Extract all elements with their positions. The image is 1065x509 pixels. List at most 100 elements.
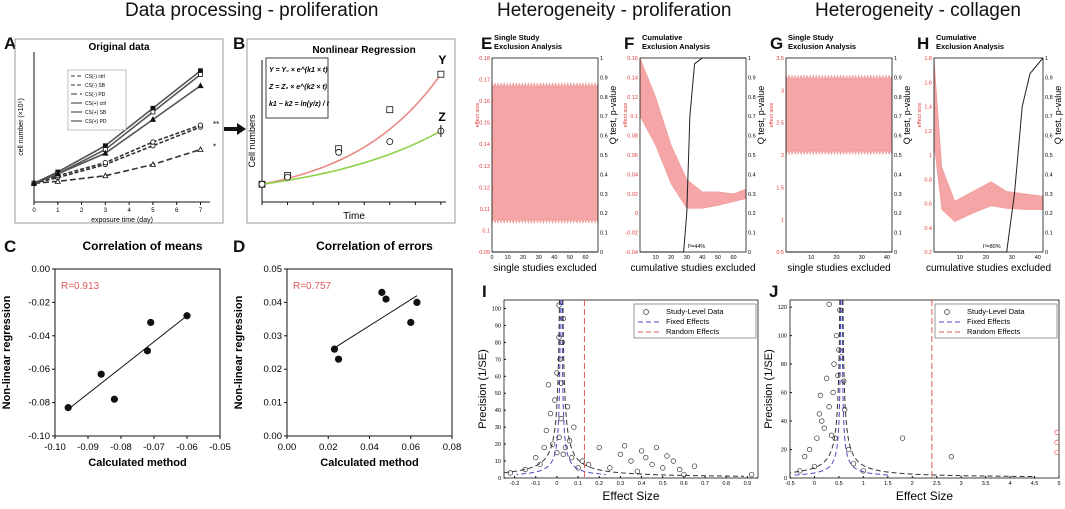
data-point [557, 356, 563, 362]
x-tick-label: -0.08 [110, 442, 132, 453]
x-axis-label: Effect Size [896, 489, 953, 503]
chart-title: Exclusion Analysis [936, 42, 1004, 51]
confidence-funnel [789, 299, 841, 477]
y-tick-label-left: 0.11 [480, 207, 490, 213]
panel-letter-i: I [482, 282, 487, 301]
significance-annotation: * [213, 143, 216, 152]
y-axis-label-right: Q test, p-value [608, 86, 618, 145]
data-point [149, 161, 157, 167]
y-tick-label-right: 0.9 [748, 75, 756, 81]
confidence-band [491, 82, 599, 225]
y-axis-label-right: Q test, p-value [902, 86, 912, 145]
y-tick-label-right: 0.4 [600, 172, 608, 178]
chart-title: Single Study [788, 33, 834, 42]
x-tick-label: -0.1 [531, 481, 540, 487]
y-tick-label: 60 [781, 391, 787, 397]
plot-frame [503, 299, 759, 479]
y-tick-label-right: 0 [600, 250, 603, 256]
x-tick-label: 4 [127, 208, 131, 214]
legend-swatch [643, 309, 649, 315]
x-tick-label: 20 [668, 255, 674, 261]
y-tick-label-left: 1.4 [924, 105, 932, 111]
y-tick-label-right: 0.7 [894, 114, 902, 120]
y-tick-label-left: 0.09 [479, 250, 490, 256]
y-tick-label-right: 0.2 [600, 211, 608, 217]
y-tick-label-right: 0.8 [748, 95, 756, 101]
x-tick-label: 10 [808, 255, 814, 261]
data-point [649, 461, 655, 468]
data-point [541, 444, 547, 451]
x-tick-label: 0 [32, 208, 36, 214]
y-tick-label-left: 3 [781, 88, 784, 94]
y-tick-label-right: 0.6 [894, 134, 902, 140]
x-tick-label: 10 [653, 255, 659, 261]
data-point [149, 116, 157, 122]
legend-entry: CS(+) ctrl [85, 101, 106, 107]
x-tick-label: 0 [490, 255, 493, 261]
chart-title: Cumulative [642, 33, 682, 42]
data-point [802, 453, 808, 460]
y-tick-label-left: 0.02 [627, 192, 638, 198]
x-tick-label: 20 [520, 255, 526, 261]
panel-letter-d: D [233, 237, 246, 256]
data-point [507, 470, 513, 476]
series-line [33, 148, 201, 185]
equation: Y = Y₀ × e^(k1 × t) [269, 66, 328, 74]
chart-title: Exclusion Analysis [494, 42, 562, 51]
x-tick-label: 40 [551, 255, 557, 261]
y-tick-label-left: 3.5 [776, 56, 784, 62]
data-point [183, 312, 191, 320]
data-point [860, 468, 867, 474]
x-tick-label: 20 [833, 255, 839, 261]
panel-letter-j: J [769, 282, 779, 301]
data-point [579, 458, 585, 464]
data-point [560, 451, 566, 457]
y-tick-label-right: 1 [600, 56, 603, 62]
y-tick-label-right: 0.6 [748, 134, 756, 140]
confidence-funnel [562, 299, 745, 477]
data-point [564, 404, 571, 410]
fit-line [67, 315, 188, 410]
x-tick-label: 2 [911, 481, 914, 487]
y-axis-label-right: Q test, p-value [756, 86, 766, 145]
y-tick-label-right: 0.5 [600, 153, 608, 159]
y-tick-label: 0.00 [264, 431, 283, 442]
y-tick-label-right: 0 [748, 250, 751, 256]
x-tick-label: 0.04 [360, 442, 379, 453]
section-title-processing: Data processing - proliferation [125, 0, 379, 21]
data-point [830, 389, 836, 396]
data-point [284, 173, 291, 181]
data-point [54, 178, 61, 184]
section-title-heterogeneity-proliferation: Heterogeneity - proliferation [497, 0, 732, 21]
data-point [691, 463, 698, 469]
y-tick-label-left: 0.12 [627, 95, 638, 101]
correlation-annotation: R=0.913 [61, 281, 100, 292]
chart-title: Correlation of means [82, 239, 202, 253]
x-axis-label: Time [343, 211, 365, 222]
y-tick-label-left: 0.2 [924, 250, 932, 256]
confidence-funnel [503, 299, 560, 477]
y-tick-label: 0.04 [264, 297, 283, 308]
y-tick-label-right: 0.1 [1045, 231, 1053, 237]
panel-letter-c: C [4, 237, 17, 256]
x-tick-label: 1.5 [884, 481, 892, 487]
y-tick-label-right: 1 [1045, 56, 1048, 62]
y-tick-label-left: 0.1 [482, 228, 490, 234]
data-point [833, 332, 840, 339]
x-tick-label: 0 [555, 481, 558, 487]
y-tick-label: 10 [495, 459, 501, 465]
y-tick-label-left: 0.5 [776, 250, 784, 256]
data-point [554, 449, 560, 456]
y-tick-label-left: 0 [635, 211, 638, 217]
y-tick-label-left: 1.5 [776, 185, 784, 191]
legend-swatch [944, 309, 950, 315]
data-point [197, 82, 204, 89]
y-tick-label-left: 0.13 [479, 164, 490, 170]
y-tick-label: 100 [778, 334, 787, 340]
y-tick-label-right: 0.2 [748, 211, 756, 217]
x-axis-label: Calculated method [88, 457, 186, 469]
y-tick-label-left: 0.14 [627, 75, 638, 81]
x-tick-label: 40 [1035, 255, 1041, 261]
x-tick-label: -0.5 [785, 481, 794, 487]
y-tick-label-left: -0.02 [625, 231, 638, 237]
